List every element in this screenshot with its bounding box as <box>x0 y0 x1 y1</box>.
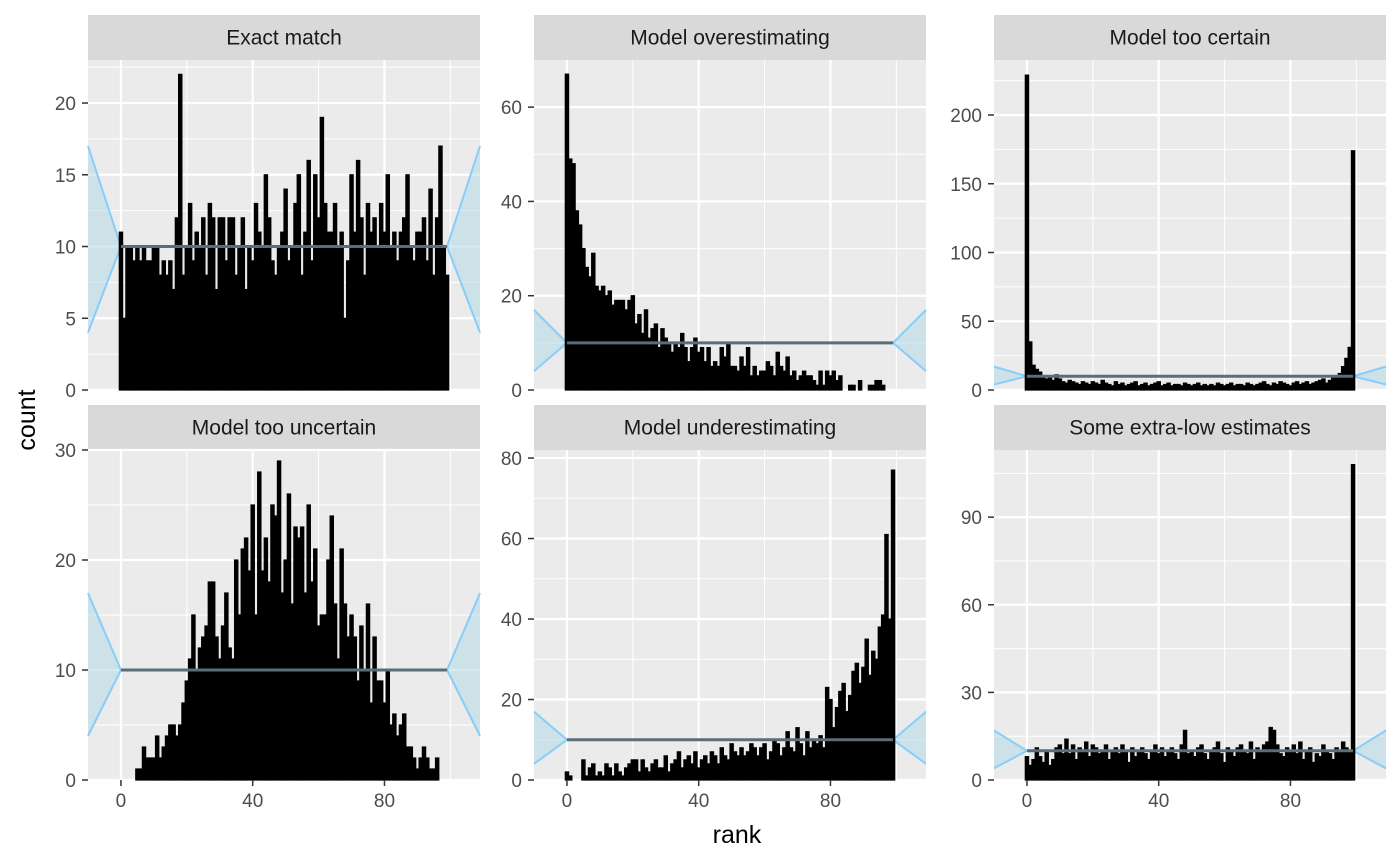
x-tick-label: 40 <box>688 791 709 812</box>
x-tick-label: 40 <box>242 791 263 812</box>
x-tick-label: 80 <box>1280 791 1301 812</box>
facet-title: Model too certain <box>1109 27 1270 50</box>
y-tick-label: 20 <box>501 691 522 712</box>
facet-panel: Model too uncertain 0 10 20 30 0 40 80 <box>55 405 481 812</box>
y-tick-label: 0 <box>65 771 76 792</box>
histogram-bar <box>676 751 682 781</box>
y-tick-label: 20 <box>501 287 522 308</box>
facet-panel: Model too certain 0 50 100 150 200 <box>950 15 1387 402</box>
facet-strip <box>534 405 926 450</box>
histogram-bar <box>857 379 863 391</box>
facet-panels: Exact match 0 5 10 15 20 Model overestimating 0… <box>55 15 1387 812</box>
histogram-bar <box>880 384 886 391</box>
y-tick-label: 0 <box>511 381 522 402</box>
y-tick-label: 30 <box>961 683 982 704</box>
x-tick-label: 0 <box>116 791 127 812</box>
y-tick-label: 100 <box>950 244 982 265</box>
panel-background <box>994 60 1386 390</box>
histogram-bar <box>785 356 790 391</box>
facet-strip <box>534 15 926 60</box>
facet-strip <box>88 15 480 60</box>
facet-title: Model too uncertain <box>192 417 376 440</box>
histogram-bar <box>1350 464 1356 781</box>
histogram-bar <box>663 755 669 781</box>
histogram-bar <box>633 759 639 781</box>
facet-strip <box>994 15 1386 60</box>
histogram-bar <box>693 751 698 781</box>
histogram-bar <box>838 375 843 391</box>
x-tick-label: 80 <box>374 791 395 812</box>
y-tick-label: 15 <box>55 166 76 187</box>
histogram-bar <box>1350 150 1356 391</box>
facet-strip <box>994 405 1386 450</box>
histogram-bar <box>818 370 823 391</box>
histogram-bar <box>890 469 896 781</box>
y-tick-label: 40 <box>501 610 522 631</box>
facet-title: Exact match <box>226 27 342 50</box>
histogram-bar <box>1024 74 1030 391</box>
x-tick-label: 40 <box>1148 791 1169 812</box>
x-tick-label: 80 <box>820 791 841 812</box>
histogram-bar <box>339 231 344 391</box>
y-tick-label: 20 <box>55 94 76 115</box>
y-axis-title: count <box>13 389 41 450</box>
y-tick-label: 80 <box>501 449 522 470</box>
y-tick-label: 0 <box>971 771 982 792</box>
y-tick-label: 30 <box>55 441 76 462</box>
histogram-bar <box>745 346 751 391</box>
y-tick-label: 200 <box>950 106 982 127</box>
x-axis-title: rank <box>713 821 762 849</box>
facet-panel: Some extra-low estimates 0 30 60 90 0 40 80 <box>961 405 1387 812</box>
histogram-bar <box>434 757 440 781</box>
histogram-bar <box>177 73 183 391</box>
histogram-bar <box>567 775 573 781</box>
y-tick-label: 40 <box>501 192 522 213</box>
y-tick-label: 0 <box>511 771 522 792</box>
y-tick-label: 0 <box>65 381 76 402</box>
facet-strip <box>88 405 480 450</box>
x-tick-label: 0 <box>1022 791 1033 812</box>
y-tick-label: 50 <box>961 312 982 333</box>
facet-panel: Exact match 0 5 10 15 20 <box>55 15 481 402</box>
histogram-bar <box>365 603 371 781</box>
y-tick-label: 0 <box>971 381 982 402</box>
y-tick-label: 150 <box>950 175 982 196</box>
histogram-bar <box>591 763 596 781</box>
y-tick-label: 10 <box>55 238 76 259</box>
facet-title: Model underestimating <box>624 417 836 440</box>
histogram-bar <box>581 759 586 781</box>
y-tick-label: 20 <box>55 551 76 572</box>
y-tick-label: 60 <box>501 98 522 119</box>
facet-panel: Model overestimating 0 20 40 60 <box>501 15 927 402</box>
y-tick-label: 60 <box>961 596 982 617</box>
x-tick-label: 0 <box>562 791 573 812</box>
histogram-bar <box>118 231 124 391</box>
facet-title: Model overestimating <box>630 27 830 50</box>
y-tick-label: 90 <box>961 508 982 529</box>
y-tick-label: 60 <box>501 530 522 551</box>
facet-panel: Model underestimating 0 20 40 60 80 0 40 80 <box>501 405 927 812</box>
histogram-bar <box>444 274 450 391</box>
y-tick-label: 10 <box>55 661 76 682</box>
histogram-bar <box>607 767 613 781</box>
y-tick-label: 5 <box>65 309 76 330</box>
facet-title: Some extra-low estimates <box>1069 417 1311 440</box>
panel-background <box>994 450 1386 780</box>
histogram-bar <box>851 384 856 391</box>
